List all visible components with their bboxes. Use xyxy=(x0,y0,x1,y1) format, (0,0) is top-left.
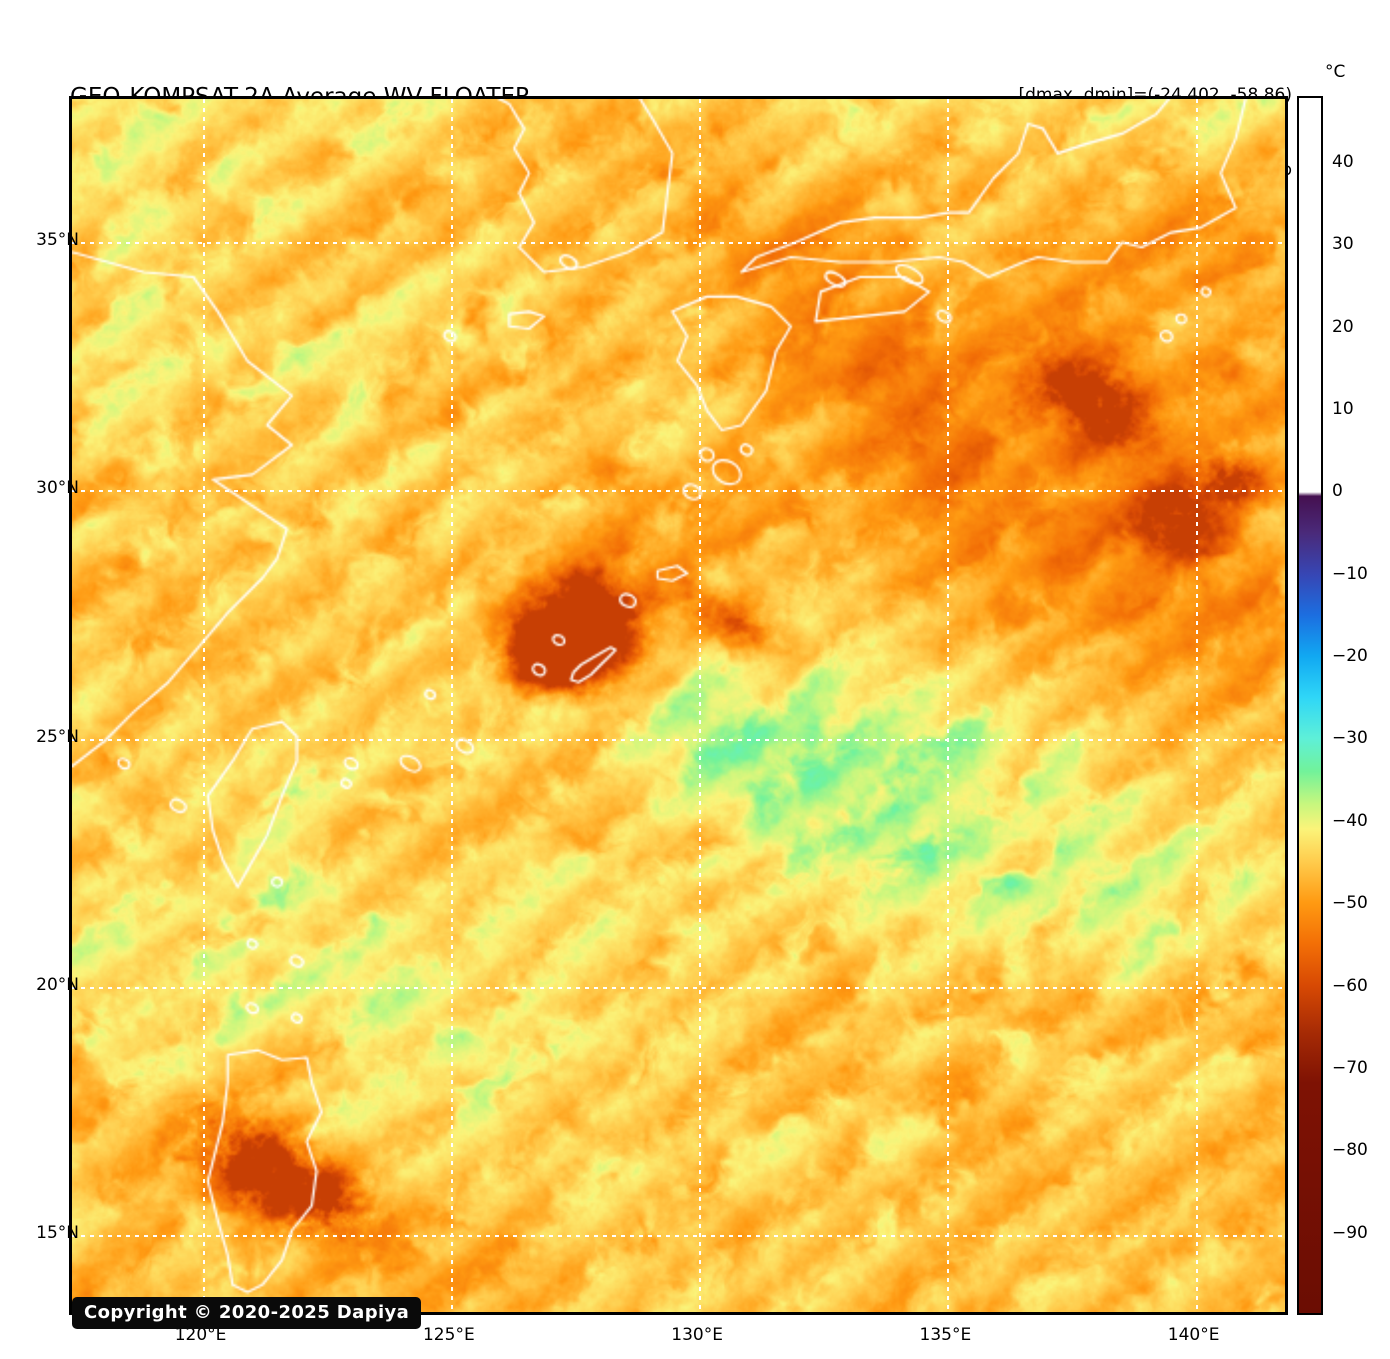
colorbar-tick-label: −60 xyxy=(1332,975,1368,996)
colorbar-tick-label: 10 xyxy=(1332,398,1354,419)
colorbar-tick-label: 40 xyxy=(1332,151,1354,172)
colorbar-tick-label: −70 xyxy=(1332,1057,1368,1078)
lat-tick-label: 30°N xyxy=(36,478,79,499)
copyright-badge: Copyright © 2020-2025 Dapiya xyxy=(72,1297,422,1329)
lon-tick-label: 125°E xyxy=(422,1325,475,1345)
colorbar-gradient xyxy=(1299,98,1321,1313)
colorbar-tick-label: −30 xyxy=(1332,728,1368,749)
lon-tick-label: 130°E xyxy=(671,1325,723,1345)
colorbar-tick-label: −20 xyxy=(1332,646,1368,667)
lat-tick-label: 20°N xyxy=(36,974,79,995)
colorbar-tick-label: −40 xyxy=(1332,810,1368,831)
water-vapor-imagery xyxy=(72,99,1285,1312)
satellite-image-plot[interactable] xyxy=(69,96,1288,1315)
colorbar-tick-label: −90 xyxy=(1332,1222,1368,1243)
colorbar[interactable] xyxy=(1297,96,1323,1315)
colorbar-tick-label: 30 xyxy=(1332,234,1354,255)
lon-tick-label: 140°E xyxy=(1167,1325,1220,1345)
colorbar-tick-label: 0 xyxy=(1332,481,1343,502)
lat-tick-label: 35°N xyxy=(36,229,79,250)
colorbar-tick-label: −50 xyxy=(1332,893,1368,914)
colorbar-tick-label: −10 xyxy=(1332,563,1368,584)
lat-tick-label: 15°N xyxy=(36,1223,79,1244)
lon-tick-label: 135°E xyxy=(919,1325,972,1345)
colorbar-unit-label: °C xyxy=(1325,62,1346,82)
colorbar-tick-label: 20 xyxy=(1332,316,1354,337)
colorbar-tick-label: −80 xyxy=(1332,1140,1368,1161)
lon-tick-label: 120°E xyxy=(174,1325,227,1345)
lat-tick-label: 25°N xyxy=(36,726,79,747)
